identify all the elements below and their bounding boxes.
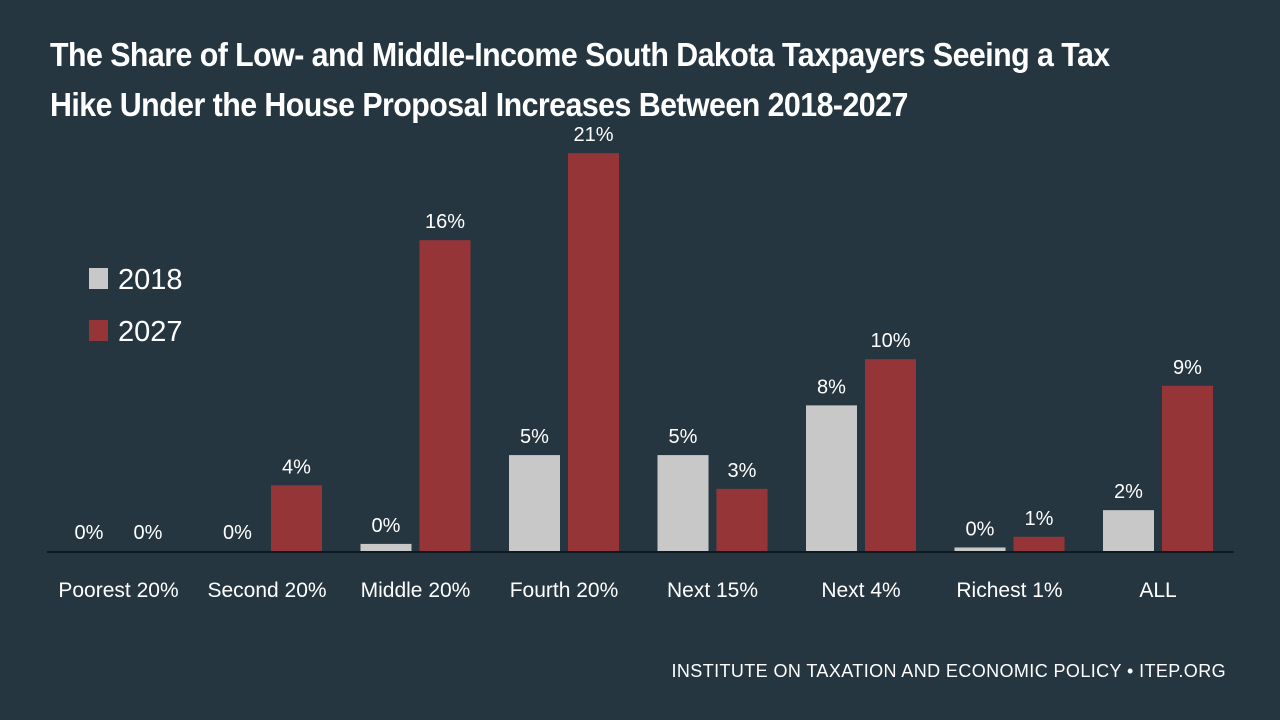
bar-2027-3 <box>568 153 619 551</box>
legend-label-2018: 2018 <box>118 264 183 296</box>
chart-title: The Share of Low- and Middle-Income Sout… <box>50 36 1110 123</box>
value-labels-layer: 0% 0% 0% 4% 0% 16% 5% 21% 5% 3% 8% 10% 0% 1% 2% 9% <box>75 124 1203 544</box>
x-tick-label-4: Next 15% <box>667 579 758 602</box>
value-label-2027-7: 9% <box>1173 357 1202 379</box>
x-tick-label-7: ALL <box>1139 579 1176 602</box>
value-label-2018-7: 2% <box>1114 481 1143 503</box>
bar-2018-6 <box>954 547 1006 551</box>
bar-2027-4 <box>716 488 768 551</box>
x-tick-label-2: Middle 20% <box>361 579 471 602</box>
value-label-2027-2: 16% <box>425 211 465 233</box>
x-tick-label-3: Fourth 20% <box>510 579 619 602</box>
x-tick-label-0: Poorest 20% <box>58 579 178 602</box>
x-tick-label-1: Second 20% <box>207 579 326 602</box>
value-label-2018-3: 5% <box>520 426 549 448</box>
bar-2027-7 <box>1162 385 1213 551</box>
legend-swatch-2027 <box>89 320 108 341</box>
value-label-2018-5: 8% <box>817 376 846 398</box>
value-label-2018-6: 0% <box>966 518 995 540</box>
value-label-2018-1: 0% <box>223 522 252 544</box>
value-label-2027-1: 4% <box>282 456 311 478</box>
value-label-2027-0: 0% <box>134 522 163 544</box>
value-label-2027-4: 3% <box>728 460 757 482</box>
bar-2018-4 <box>657 455 709 551</box>
value-label-2027-6: 1% <box>1025 508 1054 530</box>
legend-label-2027: 2027 <box>118 316 183 348</box>
value-label-2018-0: 0% <box>75 522 104 544</box>
value-label-2018-4: 5% <box>669 426 698 448</box>
bar-2018-5 <box>806 405 857 551</box>
value-label-2027-3: 21% <box>573 124 613 146</box>
legend-swatch-2018 <box>89 268 108 289</box>
value-label-2027-5: 10% <box>870 330 910 352</box>
x-tick-label-5: Next 4% <box>821 579 900 602</box>
x-tick-labels-layer: Poorest 20% Second 20% Middle 20% Fourth 20… <box>58 579 1176 602</box>
bar-2027-6 <box>1013 536 1065 551</box>
bar-2027-2 <box>419 240 471 551</box>
bar-2027-5 <box>865 359 916 551</box>
value-label-2018-2: 0% <box>372 515 401 537</box>
footer-credit: INSTITUTE ON TAXATION AND ECONOMIC POLIC… <box>671 661 1226 681</box>
legend: 2018 2027 <box>89 264 183 348</box>
bars-layer <box>271 153 1213 551</box>
bar-2018-3 <box>509 455 560 551</box>
bar-2018-7 <box>1103 510 1154 551</box>
bar-2018-2 <box>360 543 412 551</box>
x-tick-label-6: Richest 1% <box>956 579 1062 602</box>
bar-2027-1 <box>271 485 322 551</box>
